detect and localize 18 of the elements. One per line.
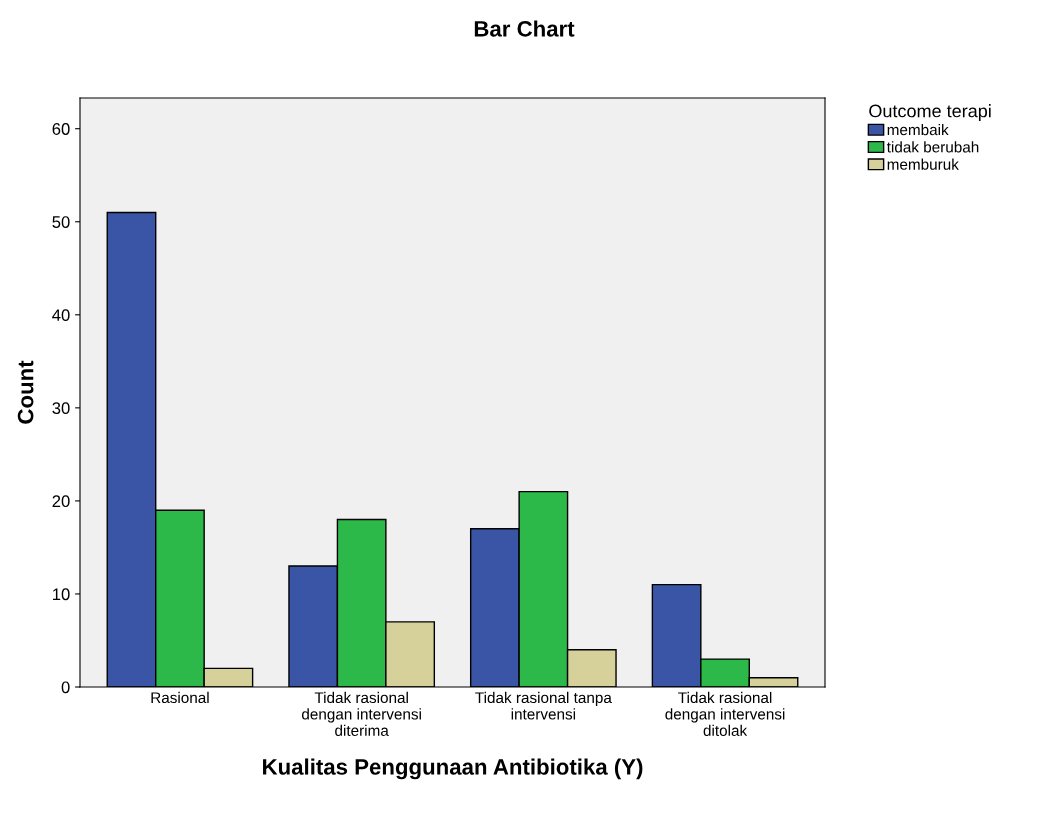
x-tick-label: Rasional bbox=[151, 691, 209, 704]
x-tick-label: Tidak rasional dengan intervensi diterima bbox=[301, 691, 421, 736]
x-tick-label: Tidak rasional dengan intervensi ditolak bbox=[665, 691, 785, 736]
y-tick-label: 30 bbox=[52, 402, 70, 415]
y-tick-label: 60 bbox=[52, 123, 70, 135]
y-tick-label: 50 bbox=[52, 216, 70, 228]
y-tick-label: 0 bbox=[61, 681, 70, 694]
legend-label: tidak berubah bbox=[886, 141, 979, 153]
y-axis-title: Count bbox=[17, 360, 34, 424]
y-tick-label: 20 bbox=[52, 495, 70, 508]
y-tick-label: 10 bbox=[53, 588, 70, 601]
y-tick-label: 40 bbox=[52, 309, 70, 322]
x-tick-label: Tidak rasional tanpa intervensi bbox=[475, 691, 612, 720]
legend-label: membaik bbox=[887, 124, 949, 136]
chart-title: Bar Chart bbox=[474, 20, 575, 37]
x-axis-title: Kualitas Penggunaan Antibiotika (Y) bbox=[263, 758, 643, 780]
legend-label: memburuk bbox=[887, 158, 959, 170]
legend-title: Outcome terapi bbox=[869, 104, 991, 121]
